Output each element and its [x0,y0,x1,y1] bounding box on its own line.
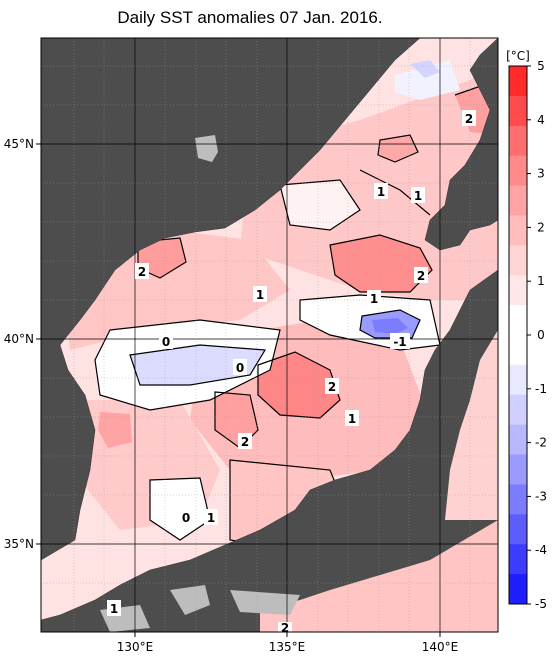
contour-label: 0 [162,335,170,349]
colorbar-tick-label: 0 [537,328,545,342]
contour-label: 1 [414,189,422,203]
colorbar-swatch [509,364,527,396]
colorbar-tick-label: 1 [537,274,545,288]
contour-label: 2 [417,269,425,283]
contour-label: 1 [110,602,118,616]
colorbar-swatch [509,514,527,545]
colorbar-tick-label: 5 [537,59,545,73]
contour-label: 2 [138,265,146,279]
colorbar-swatch [509,335,527,366]
colorbar-tick-label: 2 [537,220,545,234]
colorbar-swatch [509,484,527,515]
lon-label: 135°E [269,640,306,654]
map-title: Daily SST anomalies 07 Jan. 2016. [117,8,383,27]
colorbar-tick-label: 4 [537,113,545,127]
colorbar-swatch [509,185,527,216]
contour-label: 2 [241,435,249,449]
colorbar-swatch [509,66,527,97]
contour-label: 1 [348,412,356,426]
land-island-oki [195,135,218,162]
lat-label: 35°N [4,537,34,551]
colorbar-swatch [509,305,527,336]
colorbar-swatch [509,275,527,306]
lat-label: 40°N [4,332,34,346]
contour-label: 2 [281,621,289,635]
minor-grid [41,38,498,632]
contour-label: 2 [328,380,336,394]
contour-label: 2 [465,112,473,126]
colorbar-swatch [509,424,527,456]
contour-label: 0 [182,511,190,525]
contour-label: 0 [236,361,244,375]
colorbar-swatch [509,454,527,485]
colorbar-swatch [509,394,527,426]
contour-label: 1 [370,292,378,306]
colorbar-swatch [509,245,527,276]
land-island-shikoku [230,590,300,615]
colorbar-unit: [°C] [506,49,530,63]
map-frame [40,37,499,633]
colorbar-tick-label: -5 [535,597,547,611]
contour-label: -1 [393,335,406,349]
colorbar-swatch [509,95,527,127]
colorbar-tick-label: 3 [537,167,545,181]
colorbar: 5 4 3 2 1 0 -1 -2 -3 -4 -5 [508,59,547,611]
colorbar-swatch [509,155,527,187]
colorbar-tick-label: -1 [535,382,547,396]
lon-label: 140°E [422,640,459,654]
land-island-west [170,585,210,615]
graticule [41,38,498,632]
axis-ticks [36,143,441,637]
colorbar-swatch [509,125,527,157]
colorbar-tick-label: -3 [535,489,547,503]
colorbar-swatch [509,215,527,246]
lat-label: 45°N [4,137,34,151]
colorbar-swatch [509,574,527,605]
map-area [41,38,498,632]
land-hokkaido [424,38,498,251]
colorbar-tick-label: -4 [535,543,547,557]
contour-label: 1 [256,288,264,302]
contour-label: 1 [207,511,215,525]
lon-label: 130°E [117,640,154,654]
sea-pacific [445,330,498,520]
colorbar-tick-label: -2 [535,436,547,450]
colorbar-swatch [509,544,527,575]
land-mainland [41,38,421,561]
land-honshu [41,269,498,632]
contour-label: 1 [377,185,385,199]
contour-label-group: 2 1 1 2 2 1 1 0 0 -1 2 1 2 0 1 1 2 [107,110,476,635]
